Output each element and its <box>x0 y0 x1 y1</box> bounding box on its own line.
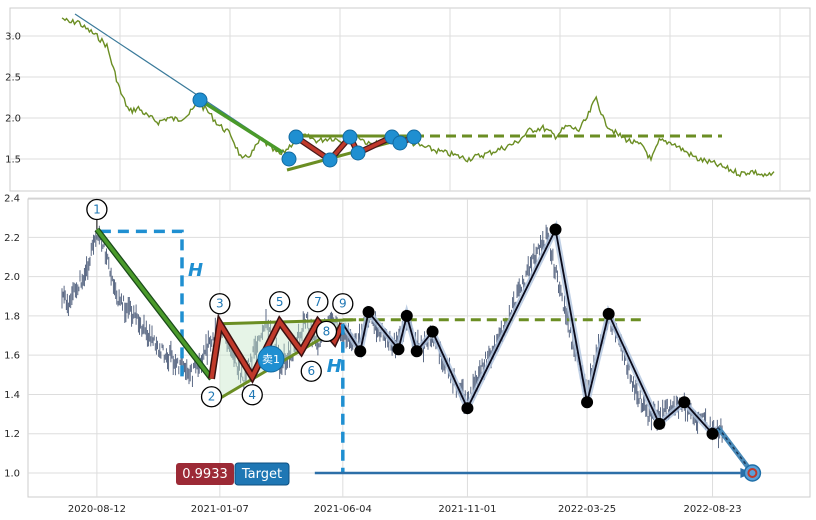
top-y-tick-label: 1.5 <box>5 155 21 166</box>
bottom-panel: 1.0 1.2 1.4 1.6 1.8 2.0 2.2 2.4 2020-08-12 2021-… <box>4 194 811 515</box>
pattern-point-label: 5 <box>276 295 284 309</box>
continuation-node <box>602 307 615 320</box>
target-label: Target <box>241 467 282 482</box>
top-panel: 1.5 2.0 2.5 3.0 <box>5 7 811 192</box>
top-pattern-node <box>406 129 422 145</box>
continuation-node <box>678 396 691 409</box>
top-pattern-node <box>281 151 297 167</box>
bottom-y-tick-label: 2.0 <box>4 272 20 283</box>
top-y-tick-label: 2.0 <box>5 114 21 125</box>
pattern-point-marker <box>209 293 231 315</box>
bottom-y-tick-label: 1.8 <box>4 311 20 322</box>
bottom-y-tick-label: 1.2 <box>4 429 20 440</box>
sell-signal-marker <box>257 345 285 373</box>
pattern-point-label: 6 <box>307 364 315 378</box>
bottom-y-tick-label: 1.0 <box>4 469 20 480</box>
continuation-node <box>581 396 594 409</box>
bottom-y-ticks: 1.0 1.2 1.4 1.6 1.8 2.0 2.2 2.4 <box>4 194 20 480</box>
continuation-node <box>410 345 423 358</box>
target-point <box>743 464 762 482</box>
height-label-right: H <box>327 356 342 377</box>
bottom-y-tick-label: 2.2 <box>4 233 20 244</box>
continuation-node <box>400 309 413 322</box>
continuation-node <box>426 325 439 338</box>
bottom-y-tick-label: 1.4 <box>4 390 20 401</box>
top-pattern-node <box>392 135 408 151</box>
pattern-point-marker <box>269 291 291 313</box>
top-y-tick-label: 3.0 <box>5 32 21 43</box>
pattern-point-marker <box>200 386 223 408</box>
continuation-node <box>653 417 666 430</box>
top-down-leg <box>199 98 283 154</box>
bottom-y-tick-label: 2.4 <box>4 194 20 205</box>
target-label-box <box>234 462 290 486</box>
target-point-core <box>747 468 758 478</box>
top-pattern-node <box>192 92 208 108</box>
pattern-point-marker <box>315 320 338 343</box>
target-leg-glow <box>716 426 755 475</box>
bottom-pattern-overlay: H H 1 2 3 4 5 6 7 89 卖1 <box>86 198 762 482</box>
pattern-point-marker <box>307 291 329 313</box>
pattern-point-label: 3 <box>216 297 224 311</box>
bottom-x-tick-label: 2020-08-12 <box>68 504 126 515</box>
pattern-point-marker <box>300 360 322 382</box>
triangle-fill <box>219 319 357 399</box>
pattern-point-label: 9 <box>339 297 347 311</box>
bottom-x-ticks: 2020-08-12 2021-01-07 2021-06-04 2021-11-01… <box>68 504 742 515</box>
down-leg <box>95 228 213 380</box>
bottom-x-tick-label: 2022-08-23 <box>683 504 741 515</box>
top-pattern-node <box>350 145 366 161</box>
top-y-tick-label: 2.5 <box>5 73 21 84</box>
height-bracket-left <box>99 229 184 379</box>
top-grid <box>10 8 810 191</box>
sell-signal-label: 卖1 <box>262 353 280 366</box>
top-pattern-node <box>342 129 358 145</box>
continuation-node <box>354 345 367 358</box>
bottom-x-tick-label: 2021-11-01 <box>438 504 496 515</box>
height-label-left: H <box>188 260 203 281</box>
pattern-point-label: 7 <box>314 295 322 309</box>
top-pattern-node <box>288 129 304 145</box>
continuation-node <box>706 427 719 440</box>
bottom-x-tick-label: 2021-06-04 <box>314 504 372 515</box>
continuation-node <box>549 223 562 236</box>
top-plot-area <box>9 7 811 192</box>
top-pattern-overlay <box>74 13 722 172</box>
pattern-point-label: 4 <box>248 388 256 402</box>
continuation-node <box>362 305 375 318</box>
bottom-x-tick-label: 2021-01-07 <box>191 504 249 515</box>
continuation-node <box>392 343 405 356</box>
pattern-point-marker <box>332 293 354 315</box>
pattern-point-marker <box>241 384 263 406</box>
bottom-x-tick-label: 2022-03-25 <box>558 504 616 515</box>
top-pattern-node <box>322 152 338 168</box>
target-value: 0.9933 <box>182 467 228 482</box>
top-y-ticks: 1.5 2.0 2.5 3.0 <box>5 32 21 166</box>
pattern-point-label: 1 <box>93 202 101 216</box>
target-value-box <box>176 463 234 485</box>
bottom-y-tick-label: 1.6 <box>4 351 20 362</box>
pattern-point-label: 8 <box>323 324 331 338</box>
continuation-node <box>461 402 474 415</box>
pattern-point-label: 2 <box>208 390 216 404</box>
upper-trend-line <box>219 318 357 326</box>
target-badge: 0.9933 Target <box>176 462 290 486</box>
